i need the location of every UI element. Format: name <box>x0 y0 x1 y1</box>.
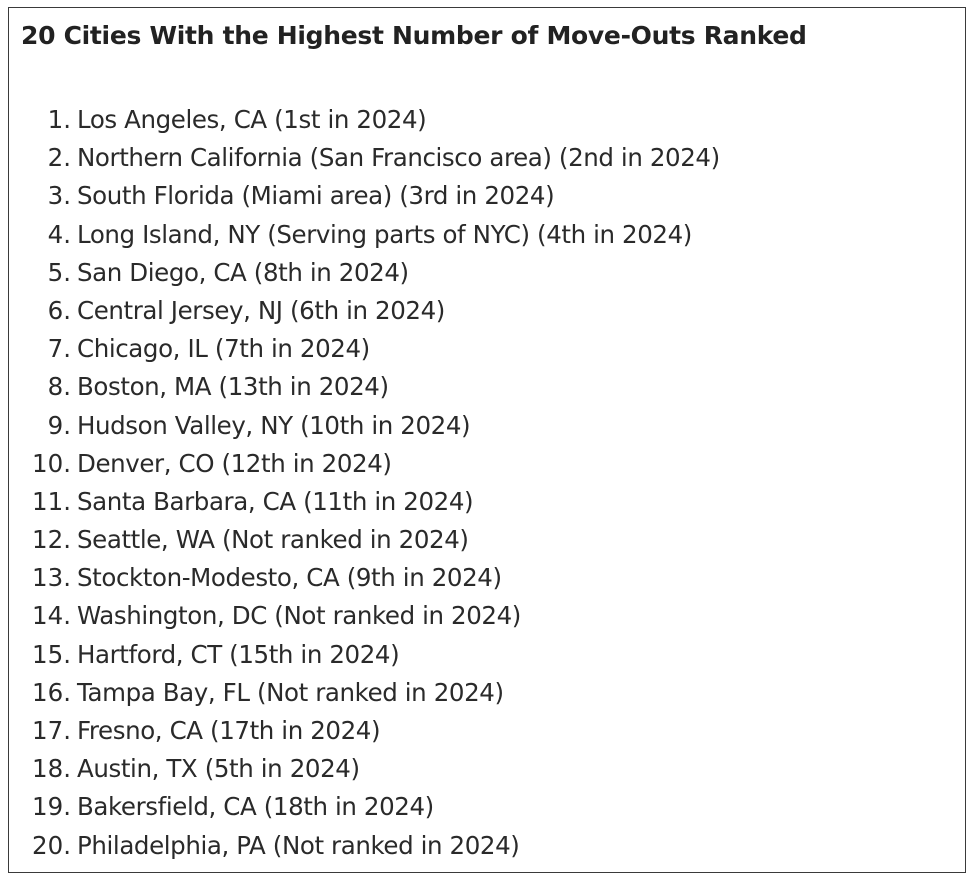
rank-number: 10. <box>32 448 71 478</box>
city-entry: Santa Barbara, CA (11th in 2024) <box>77 486 474 516</box>
city-entry: Bakersfield, CA (18th in 2024) <box>77 792 434 822</box>
city-entry: Denver, CO (12th in 2024) <box>77 448 392 478</box>
list-item: 17. Fresno, CA (17th in 2024) <box>9 712 720 750</box>
city-entry: Long Island, NY (Serving parts of NYC) (… <box>77 219 692 249</box>
rank-number: 19. <box>32 792 71 822</box>
rank-number: 16. <box>32 677 71 707</box>
city-entry: Philadelphia, PA (Not ranked in 2024) <box>77 830 520 860</box>
rank-number: 18. <box>32 754 71 784</box>
rank-number: 7. <box>47 334 71 364</box>
city-entry: Hudson Valley, NY (10th in 2024) <box>77 410 471 440</box>
rank-number: 15. <box>32 639 71 669</box>
city-entry: Boston, MA (13th in 2024) <box>77 372 389 402</box>
list-item: 9. Hudson Valley, NY (10th in 2024) <box>9 407 720 445</box>
rank-number: 5. <box>47 257 71 287</box>
list-item: 12. Seattle, WA (Not ranked in 2024) <box>9 521 720 559</box>
rank-number: 3. <box>47 181 71 211</box>
city-entry: Tampa Bay, FL (Not ranked in 2024) <box>77 677 504 707</box>
city-entry: Los Angeles, CA (1st in 2024) <box>77 105 427 134</box>
city-entry: Central Jersey, NJ (6th in 2024) <box>77 295 445 325</box>
list-item: 1. Los Angeles, CA (1st in 2024) <box>9 101 720 139</box>
list-item: 15. Hartford, CT (15th in 2024) <box>9 636 720 674</box>
list-title: 20 Cities With the Highest Number of Mov… <box>21 21 807 50</box>
list-item: 13. Stockton-Modesto, CA (9th in 2024) <box>9 559 720 597</box>
list-item: 20. Philadelphia, PA (Not ranked in 2024) <box>9 827 720 865</box>
list-item: 8. Boston, MA (13th in 2024) <box>9 368 720 406</box>
rank-number: 14. <box>32 601 71 631</box>
list-item: 10. Denver, CO (12th in 2024) <box>9 445 720 483</box>
ranking-box: 20 Cities With the Highest Number of Mov… <box>8 7 966 873</box>
list-item: 5. San Diego, CA (8th in 2024) <box>9 254 720 292</box>
rank-number: 4. <box>47 219 71 249</box>
rank-number: 12. <box>32 525 71 555</box>
list-item: 3. South Florida (Miami area) (3rd in 202… <box>9 177 720 215</box>
city-entry: Northern California (San Francisco area)… <box>77 143 720 173</box>
city-entry: Fresno, CA (17th in 2024) <box>77 716 381 745</box>
rank-number: 11. <box>32 486 71 516</box>
city-entry: Chicago, IL (7th in 2024) <box>77 334 370 364</box>
list-item: 11. Santa Barbara, CA (11th in 2024) <box>9 483 720 521</box>
list-item: 4. Long Island, NY (Serving parts of NYC)… <box>9 216 720 254</box>
list-item: 6. Central Jersey, NJ (6th in 2024) <box>9 292 720 330</box>
list-item: 7. Chicago, IL (7th in 2024) <box>9 330 720 368</box>
city-entry: Hartford, CT (15th in 2024) <box>77 639 400 669</box>
rank-number: 6. <box>47 295 71 325</box>
city-entry: Washington, DC (Not ranked in 2024) <box>77 601 521 631</box>
rank-number: 2. <box>47 143 71 173</box>
rank-number: 20. <box>32 830 71 860</box>
list-item: 16. Tampa Bay, FL (Not ranked in 2024) <box>9 674 720 712</box>
city-entry: Austin, TX (5th in 2024) <box>77 754 360 784</box>
list-item: 18. Austin, TX (5th in 2024) <box>9 750 720 788</box>
city-entry: South Florida (Miami area) (3rd in 2024) <box>77 181 555 211</box>
rank-number: 13. <box>32 563 71 593</box>
city-entry: San Diego, CA (8th in 2024) <box>77 257 409 287</box>
rank-number: 17. <box>32 716 71 745</box>
list-item: 2. Northern California (San Francisco are… <box>9 139 721 177</box>
list-item: 19. Bakersfield, CA (18th in 2024) <box>9 788 720 826</box>
rank-number: 1. <box>47 105 71 134</box>
city-entry: Stockton-Modesto, CA (9th in 2024) <box>77 563 502 593</box>
list-item: 14. Washington, DC (Not ranked in 2024) <box>9 597 720 635</box>
city-entry: Seattle, WA (Not ranked in 2024) <box>77 525 469 555</box>
rank-number: 8. <box>47 372 71 402</box>
rank-number: 9. <box>47 410 71 440</box>
city-ranking-list: 1. Los Angeles, CA (1st in 2024) 2. Norther… <box>9 101 720 865</box>
